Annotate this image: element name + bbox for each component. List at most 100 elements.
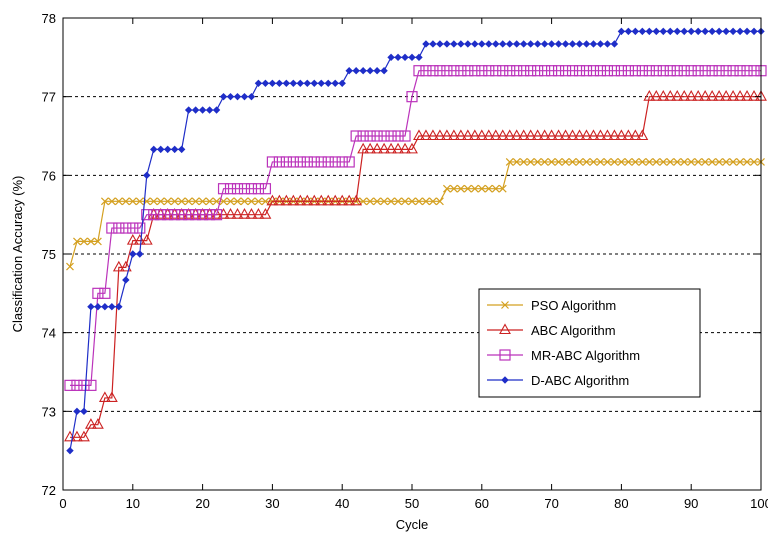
data-point xyxy=(93,237,102,246)
data-point xyxy=(519,40,528,48)
data-point xyxy=(294,194,307,206)
data-point xyxy=(540,158,549,166)
data-point xyxy=(399,130,411,142)
x-tick-label: 50 xyxy=(405,496,419,511)
data-point xyxy=(136,250,144,258)
data-point xyxy=(636,129,649,141)
data-point xyxy=(454,129,467,141)
data-point xyxy=(457,40,465,48)
data-point xyxy=(357,130,369,142)
data-point xyxy=(512,40,521,48)
data-point xyxy=(84,418,97,429)
data-point xyxy=(357,142,370,154)
data-point xyxy=(699,65,711,77)
data-point xyxy=(273,156,285,168)
x-tick-label: 0 xyxy=(59,496,66,511)
data-point xyxy=(750,27,758,36)
data-point xyxy=(678,90,691,101)
data-point xyxy=(429,40,437,48)
data-point xyxy=(98,391,111,403)
data-point xyxy=(219,92,228,101)
data-point xyxy=(245,208,258,219)
y-tick-label: 74 xyxy=(42,326,56,341)
data-point xyxy=(429,197,437,206)
data-point xyxy=(699,90,712,101)
data-point xyxy=(399,142,411,154)
data-point xyxy=(205,197,214,206)
data-point xyxy=(743,27,751,36)
data-point xyxy=(170,197,179,206)
data-point xyxy=(482,129,495,141)
data-point xyxy=(155,209,167,221)
data-point xyxy=(422,197,430,206)
data-point xyxy=(289,79,298,88)
data-point xyxy=(254,197,263,206)
data-point xyxy=(331,79,339,88)
data-point xyxy=(345,66,353,75)
data-point xyxy=(198,197,207,206)
data-point xyxy=(610,40,619,48)
legend-label: PSO Algorithm xyxy=(531,298,616,313)
data-point xyxy=(240,197,249,206)
data-point xyxy=(455,65,467,77)
data-point xyxy=(608,65,621,77)
data-point xyxy=(197,209,209,221)
data-point xyxy=(366,197,375,206)
data-point xyxy=(561,40,570,48)
data-point xyxy=(212,197,221,206)
data-point xyxy=(94,302,102,311)
data-point xyxy=(203,209,216,221)
data-point xyxy=(163,145,172,154)
data-point xyxy=(184,197,193,206)
legend-item: D-ABC Algorithm xyxy=(487,373,629,388)
y-tick-label: 73 xyxy=(42,404,56,419)
data-point xyxy=(469,65,481,77)
data-point xyxy=(615,65,628,77)
data-point xyxy=(449,184,458,193)
data-point xyxy=(622,65,634,77)
data-point xyxy=(191,197,200,206)
data-point xyxy=(231,208,244,219)
data-point xyxy=(659,27,667,36)
data-point xyxy=(224,208,237,219)
data-point xyxy=(631,27,640,36)
data-point xyxy=(657,90,670,101)
data-point xyxy=(163,197,172,206)
data-point xyxy=(210,209,223,221)
data-point xyxy=(121,197,130,206)
data-point xyxy=(504,65,516,77)
data-point xyxy=(666,158,675,166)
data-point xyxy=(169,209,181,221)
data-point xyxy=(329,156,341,168)
data-point xyxy=(722,27,730,36)
data-point xyxy=(701,158,710,166)
data-point xyxy=(120,222,132,234)
x-tick-label: 60 xyxy=(475,496,489,511)
data-point xyxy=(420,129,432,141)
data-point xyxy=(66,262,74,271)
data-point xyxy=(518,65,530,77)
data-point xyxy=(408,53,416,62)
data-point xyxy=(301,156,313,168)
data-point xyxy=(401,197,409,206)
data-point xyxy=(364,130,376,142)
data-point xyxy=(266,156,278,168)
data-point xyxy=(525,65,537,77)
data-point xyxy=(589,158,598,166)
data-point xyxy=(149,197,158,206)
data-point xyxy=(741,90,753,101)
data-point xyxy=(148,209,160,221)
data-point xyxy=(78,430,90,442)
data-point xyxy=(601,129,614,141)
data-point xyxy=(238,208,251,219)
data-point xyxy=(119,260,132,272)
data-point xyxy=(566,129,579,141)
data-point xyxy=(91,418,104,429)
data-point xyxy=(268,79,277,88)
data-point xyxy=(231,183,244,195)
data-point xyxy=(226,197,235,206)
data-point xyxy=(198,106,207,114)
data-point xyxy=(170,145,179,154)
data-point xyxy=(378,130,390,142)
data-point xyxy=(624,27,633,36)
